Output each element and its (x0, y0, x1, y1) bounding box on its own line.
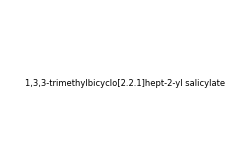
Text: 1,3,3-trimethylbicyclo[2.2.1]hept-2-yl salicylate: 1,3,3-trimethylbicyclo[2.2.1]hept-2-yl s… (25, 79, 225, 87)
